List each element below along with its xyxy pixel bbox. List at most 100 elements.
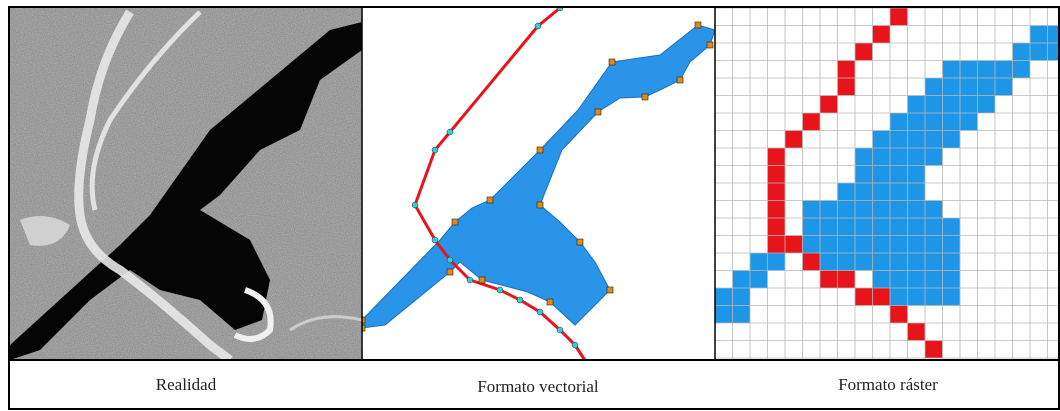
- raster-cell: [820, 201, 838, 219]
- raster-cell: [768, 201, 786, 219]
- raster-cell: [820, 236, 838, 254]
- vertex: [537, 309, 543, 315]
- raster-cell: [873, 166, 891, 184]
- vertex: [535, 23, 541, 29]
- raster-cell: [838, 271, 856, 289]
- vertex: [577, 239, 583, 245]
- raster-panel: [715, 8, 1060, 360]
- raster-cell: [890, 306, 908, 324]
- raster-cell: [820, 253, 838, 271]
- caption: Realidad: [156, 375, 217, 394]
- vector-panel: [359, 5, 715, 365]
- vertex: [452, 219, 458, 225]
- raster-cell: [890, 271, 908, 289]
- vertex: [497, 287, 503, 293]
- aerial-photo: [10, 8, 362, 360]
- vertex: [557, 327, 563, 333]
- raster-cell: [890, 166, 908, 184]
- raster-cell: [873, 183, 891, 201]
- raster-cell: [890, 218, 908, 236]
- raster-cell: [873, 236, 891, 254]
- raster-cell: [908, 148, 926, 166]
- raster-cell: [943, 96, 961, 114]
- raster-cell: [838, 61, 856, 79]
- raster-cell: [768, 218, 786, 236]
- raster-cell: [768, 148, 786, 166]
- vertex: [609, 59, 615, 65]
- raster-cell: [838, 253, 856, 271]
- raster-cell: [1013, 43, 1031, 61]
- vertex: [695, 22, 701, 28]
- vertex: [572, 342, 578, 348]
- raster-cell: [838, 218, 856, 236]
- raster-cell: [838, 78, 856, 96]
- raster-cell: [908, 113, 926, 131]
- raster-cell: [873, 218, 891, 236]
- raster-cell: [925, 253, 943, 271]
- raster-cell: [890, 8, 908, 26]
- raster-cell: [943, 61, 961, 79]
- raster-cell: [750, 271, 768, 289]
- raster-cell: [890, 113, 908, 131]
- raster-cell: [943, 131, 961, 149]
- raster-cell: [1030, 26, 1048, 44]
- raster-cell: [855, 218, 873, 236]
- raster-cell: [960, 78, 978, 96]
- raster-cell: [768, 183, 786, 201]
- raster-cell: [768, 253, 786, 271]
- raster-cell: [838, 236, 856, 254]
- raster-cell: [908, 183, 926, 201]
- raster-cell: [943, 288, 961, 306]
- raster-cell: [925, 201, 943, 219]
- raster-cell: [978, 61, 996, 79]
- raster-cell: [943, 78, 961, 96]
- vertex: [642, 94, 648, 100]
- raster-cell: [890, 288, 908, 306]
- raster-cell: [873, 201, 891, 219]
- raster-cell: [855, 288, 873, 306]
- raster-cell: [908, 131, 926, 149]
- raster-cell: [873, 271, 891, 289]
- raster-cell: [855, 183, 873, 201]
- vertex: [447, 257, 453, 263]
- raster-cell: [943, 271, 961, 289]
- raster-cell: [873, 253, 891, 271]
- raster-cell: [908, 201, 926, 219]
- figure: Realidad Formato vectorial Formato ráste…: [0, 0, 1060, 411]
- raster-cell: [715, 288, 733, 306]
- raster-cell: [785, 236, 803, 254]
- raster-cell: [733, 271, 751, 289]
- raster-cell: [873, 131, 891, 149]
- raster-cell: [838, 183, 856, 201]
- raster-cell: [803, 113, 821, 131]
- raster-cell: [995, 78, 1013, 96]
- vertex: [447, 129, 453, 135]
- raster-cell: [768, 166, 786, 184]
- raster-cell: [890, 201, 908, 219]
- raster-cell: [873, 26, 891, 44]
- raster-cell: [873, 288, 891, 306]
- raster-cell: [908, 271, 926, 289]
- raster-cell: [768, 236, 786, 254]
- raster-cell: [750, 253, 768, 271]
- vertex: [707, 42, 713, 48]
- raster-cell: [978, 78, 996, 96]
- raster-cell: [803, 218, 821, 236]
- raster-cell: [803, 253, 821, 271]
- raster-cell: [890, 148, 908, 166]
- raster-cell: [943, 218, 961, 236]
- raster-cell: [733, 288, 751, 306]
- vertex: [537, 202, 543, 208]
- raster-cell: [820, 271, 838, 289]
- vertex: [677, 77, 683, 83]
- raster-cell: [908, 96, 926, 114]
- raster-cell: [908, 236, 926, 254]
- raster-cell: [995, 61, 1013, 79]
- raster-cell: [873, 148, 891, 166]
- vertex: [447, 269, 453, 275]
- raster-cell: [960, 96, 978, 114]
- raster-cell: [890, 253, 908, 271]
- raster-cell: [925, 218, 943, 236]
- vertex: [467, 277, 473, 283]
- raster-cell: [855, 166, 873, 184]
